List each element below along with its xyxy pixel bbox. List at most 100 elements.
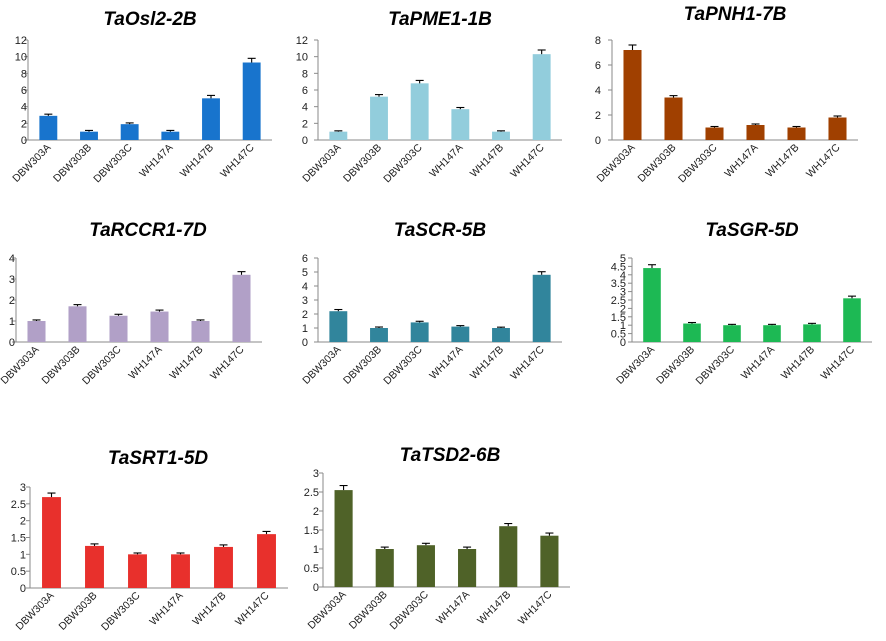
x-tick-label: DBW303B <box>341 344 384 387</box>
bar-dbw303c <box>723 325 741 342</box>
y-tick-label: 4 <box>620 270 626 282</box>
y-tick-label: 6 <box>21 85 27 97</box>
y-tick-label: 4 <box>595 85 601 97</box>
x-tick-label: DBW303A <box>13 590 56 633</box>
y-tick-label: 2 <box>313 506 319 518</box>
y-tick-label: 4.5 <box>611 261 626 273</box>
bar-wh147b <box>499 526 518 587</box>
y-tick-label: 0 <box>20 583 26 595</box>
chart-tasrt1-5d: TaSRT1-5D 0 0.5 1 1.5 2 2.5 3 DBW303A DBW303B DBW3… <box>11 448 288 633</box>
y-tick-label: 3 <box>9 274 15 286</box>
x-tick-label: WH147B <box>468 344 506 382</box>
bar-dbw303b <box>370 96 388 140</box>
x-tick-label: WH147A <box>147 590 185 628</box>
y-tick-label: 5 <box>302 267 308 279</box>
x-tick-label: WH147A <box>722 142 760 180</box>
x-tick-label: WH147B <box>468 142 506 180</box>
y-tick-label: 2 <box>9 295 15 307</box>
y-tick-label: 8 <box>21 68 27 80</box>
bar-dbw303a <box>329 311 348 342</box>
chart-title: TaPNH1-7B <box>684 4 787 25</box>
x-tick-label: WH147A <box>137 142 175 180</box>
y-tick-label: 2 <box>595 110 601 122</box>
x-tick-label: DBW303A <box>614 344 657 387</box>
bar-dbw303a <box>27 321 46 342</box>
y-tick-label: 0.5 <box>611 329 626 341</box>
bar-dbw303b <box>370 328 388 342</box>
y-tick-label: 1 <box>620 320 626 332</box>
bar-wh147a <box>763 325 781 342</box>
bar-dbw303b <box>80 131 98 140</box>
y-tick-label: 1.5 <box>611 312 626 324</box>
x-tick-label: DBW303C <box>99 589 143 633</box>
x-tick-label: WH147B <box>475 589 513 627</box>
bar-wh147c <box>828 117 847 140</box>
x-tick-label: DBW303B <box>39 344 82 387</box>
chart-title: TaRCCR1-7D <box>89 220 207 241</box>
x-tick-label: DBW303B <box>341 142 384 185</box>
y-tick-label: 0 <box>302 337 308 349</box>
y-tick-label: 0 <box>595 135 601 147</box>
bar-wh147c <box>843 298 861 342</box>
x-tick-label: WH147C <box>508 343 547 382</box>
bar-wh147c <box>242 62 261 140</box>
bar-dbw303b <box>664 97 683 140</box>
y-tick-label: 0 <box>313 582 319 594</box>
x-tick-label: DBW303B <box>635 142 678 185</box>
y-tick-label: 6 <box>595 60 601 72</box>
x-tick-label: DBW303C <box>381 141 425 185</box>
x-tick-label: DBW303A <box>594 142 637 185</box>
chart-title: TaSRT1-5D <box>108 448 209 469</box>
chart-title: TaSGR-5D <box>705 220 799 241</box>
bar-wh147a <box>171 554 190 588</box>
y-tick-label: 12 <box>15 35 27 47</box>
bar-dbw303c <box>410 83 429 140</box>
y-tick-label: 0 <box>620 337 626 349</box>
x-tick-label: DBW303A <box>306 589 349 632</box>
chart-tatsd2-6b: TaTSD2-6B 0 0.5 1 1.5 2 2.5 3 DBW303ADBW303BDBW3… <box>304 445 570 632</box>
bar-wh147b <box>214 546 233 588</box>
x-tick-label: DBW303C <box>676 141 720 185</box>
y-tick-label: 8 <box>302 68 308 80</box>
x-tick-label: WH147B <box>178 142 216 180</box>
y-tick-label: 1.5 <box>304 525 319 537</box>
y-tick-label: 3 <box>302 295 308 307</box>
y-tick-label: 1 <box>302 323 308 335</box>
bar-dbw303a <box>334 490 353 587</box>
bar-dbw303c <box>128 554 147 588</box>
y-tick-label: 4 <box>21 102 27 114</box>
bar-wh147b <box>202 98 220 140</box>
y-tick-label: 2.5 <box>304 487 319 499</box>
x-tick-label: DBW303C <box>91 141 135 185</box>
bar-wh147c <box>257 534 276 588</box>
y-tick-label: 2 <box>302 118 308 130</box>
x-tick-label: WH147C <box>508 141 547 180</box>
x-tick-label: DBW303B <box>51 142 94 185</box>
y-tick-label: 10 <box>296 52 308 64</box>
x-tick-label: WH147C <box>208 343 247 382</box>
y-tick-label: 4 <box>9 253 15 265</box>
bar-dbw303b <box>375 549 394 587</box>
y-tick-label: 2 <box>20 516 26 528</box>
y-tick-label: 2.5 <box>611 295 626 307</box>
x-tick-label: DBW303C <box>80 343 124 387</box>
x-tick-label: WH147B <box>763 142 801 180</box>
bar-dbw303a <box>643 268 661 342</box>
y-tick-label: 12 <box>296 35 308 47</box>
bar-wh147b <box>787 127 806 140</box>
y-tick-label: 5 <box>620 253 626 265</box>
x-tick-label: DBW303A <box>300 344 343 387</box>
bar-wh147a <box>150 311 169 342</box>
y-tick-label: 0.5 <box>11 566 26 578</box>
x-tick-label: WH147B <box>779 344 817 382</box>
chart-title: TaTSD2-6B <box>400 445 501 466</box>
x-tick-label: WH147C <box>819 343 858 382</box>
y-tick-label: 1 <box>20 549 26 561</box>
bar-wh147a <box>451 326 470 342</box>
chart-title: TaPME1-1B <box>388 9 492 30</box>
x-tick-label: WH147B <box>167 344 205 382</box>
x-tick-label: DBW303C <box>694 343 738 387</box>
bar-wh147b <box>492 131 510 140</box>
